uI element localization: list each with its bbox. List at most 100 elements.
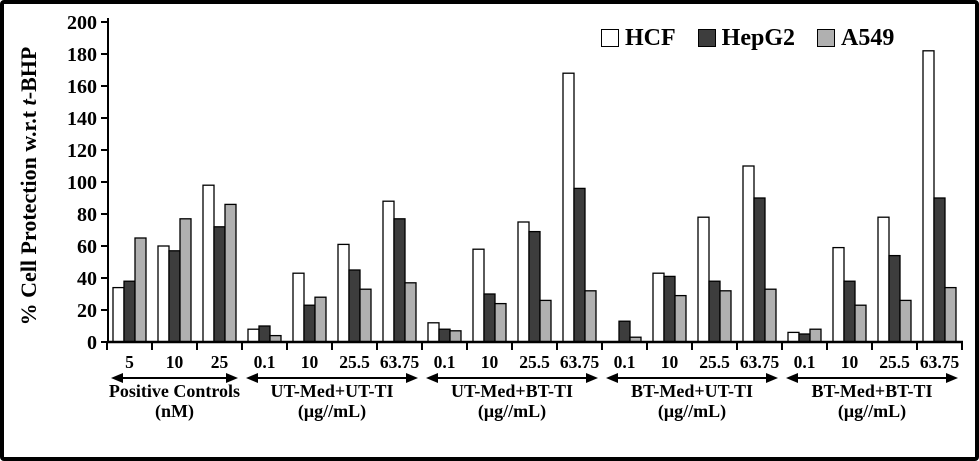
y-tick-label: 100 [67, 172, 97, 194]
bar [213, 226, 226, 343]
bar [292, 272, 305, 343]
bar [539, 299, 552, 343]
bar [742, 165, 755, 343]
group-unit-label: (μg//mL) [658, 401, 726, 422]
group-label: Positive Controls [109, 381, 240, 401]
x-tick-label: 0.1 [794, 352, 816, 372]
y-tick-label: 120 [67, 140, 97, 162]
x-tick-label: 63.75 [920, 352, 960, 372]
bar [247, 328, 260, 343]
y-tick-label: 160 [67, 76, 97, 98]
group-arrow-head-right [766, 373, 778, 383]
bar [708, 280, 721, 343]
x-tick-label: 25 [211, 352, 229, 372]
x-tick-label: 0.1 [434, 352, 456, 372]
bar [944, 286, 957, 343]
bar [528, 230, 541, 343]
bar [899, 299, 912, 343]
bar [809, 328, 822, 343]
bar [382, 200, 395, 343]
bar [359, 288, 372, 343]
group-arrow-head-left [246, 373, 258, 383]
y-tick-label: 20 [77, 300, 97, 322]
group-arrow-head-right [946, 373, 958, 383]
y-axis-title: % Cell Protection w.r.t t-BHP [16, 6, 44, 366]
legend-item-hepg2: HepG2 [697, 25, 796, 51]
legend-swatch-a549 [817, 29, 836, 47]
x-tick-label: 10 [166, 352, 184, 372]
bar [832, 246, 845, 343]
bar [179, 218, 192, 343]
group-unit-label: (nM) [155, 401, 194, 422]
bar [584, 290, 597, 343]
bar [224, 203, 237, 343]
x-tick-label: 10 [481, 352, 499, 372]
group-unit-label: (μg//mL) [478, 401, 546, 422]
bar [674, 294, 687, 343]
chart-legend: HCF HepG2 A549 [601, 26, 894, 50]
bar [157, 245, 170, 343]
y-tick-label: 180 [67, 44, 97, 66]
legend-label-hepg2: HepG2 [721, 25, 796, 51]
group-arrow-head-right [406, 373, 418, 383]
x-tick-label: 0.1 [614, 352, 636, 372]
legend-swatch-hcf [601, 29, 619, 47]
group-arrow-head-right [586, 373, 598, 383]
group-label: UT-Med+UT-TI [271, 381, 394, 401]
group-label: BT-Med+UT-TI [631, 381, 753, 401]
bar [393, 218, 406, 343]
group-arrow-head-left [786, 373, 798, 383]
bar [134, 237, 147, 343]
x-tick-label: 25.5 [699, 352, 730, 372]
x-tick-label: 63.75 [380, 352, 420, 372]
x-tick-label: 63.75 [560, 352, 600, 372]
bar [303, 304, 316, 343]
x-tick-label: 0.1 [254, 352, 276, 372]
group-arrow-head-left [426, 373, 438, 383]
x-tick-label: 25.5 [879, 352, 910, 372]
bar [112, 286, 125, 343]
y-tick-label: 80 [77, 204, 97, 226]
bar [314, 296, 327, 343]
bar [753, 197, 766, 343]
x-tick-label: 10 [661, 352, 679, 372]
bar [652, 272, 665, 343]
bar [427, 322, 440, 343]
group-unit-label: (μg//mL) [298, 401, 366, 422]
legend-label-a549: A549 [841, 25, 895, 51]
legend-label-hcf: HCF [625, 25, 676, 51]
bar [933, 197, 946, 343]
bar [449, 330, 462, 343]
group-label: UT-Med+BT-TI [451, 381, 573, 401]
x-tick-label: 5 [125, 352, 134, 372]
bar [843, 280, 856, 343]
y-tick-label: 40 [77, 268, 97, 290]
bar [202, 184, 215, 343]
y-tick-label: 140 [67, 108, 97, 130]
group-unit-label: (μg//mL) [838, 401, 906, 422]
x-tick-label: 25.5 [339, 352, 370, 372]
bar [562, 72, 575, 343]
bar [258, 325, 271, 343]
bar [922, 50, 935, 343]
bar [472, 248, 485, 343]
bar [168, 250, 181, 343]
y-tick-label: 200 [67, 12, 97, 34]
x-tick-label: 10 [841, 352, 859, 372]
x-tick-label: 10 [301, 352, 319, 372]
legend-item-hcf: HCF [601, 26, 676, 50]
bar [854, 304, 867, 343]
bar [438, 328, 451, 343]
bar [348, 269, 361, 343]
bar [719, 290, 732, 343]
y-tick-label: 0 [87, 332, 97, 354]
bar [494, 302, 507, 343]
y-tick-label: 60 [77, 236, 97, 258]
legend-item-a549: A549 [817, 26, 894, 50]
bar [404, 282, 417, 343]
group-arrow-head-right [226, 373, 238, 383]
bar [337, 243, 350, 343]
bar [517, 221, 530, 343]
